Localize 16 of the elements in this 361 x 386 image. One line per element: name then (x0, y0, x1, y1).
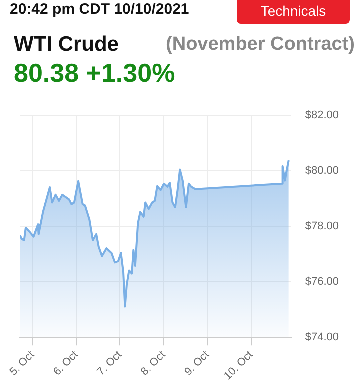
y-tick-label: $74.00 (305, 332, 340, 344)
x-tick-label: 5. Oct (8, 349, 38, 378)
x-tick-label: 9. Oct (182, 349, 212, 378)
x-tick-label: 6. Oct (51, 349, 81, 378)
chart-subtitle: (November Contract) (166, 34, 355, 56)
chart-title: WTI Crude (14, 33, 119, 57)
technicals-button[interactable]: Technicals (237, 0, 350, 24)
text: 80.38 +1.30% (14, 58, 176, 89)
text: 20:42 pm CDT 10/10/2021 (10, 1, 190, 18)
x-tick-label: 7. Oct (95, 349, 124, 378)
y-tick-label: $76.00 (305, 276, 340, 288)
x-tick-label: 10. Oct (222, 349, 256, 383)
y-tick-label: $82.00 (305, 110, 340, 122)
x-tick-label: 8. Oct (138, 349, 168, 378)
y-tick-label: $78.00 (305, 220, 340, 233)
y-tick-label: $80.00 (305, 165, 340, 178)
